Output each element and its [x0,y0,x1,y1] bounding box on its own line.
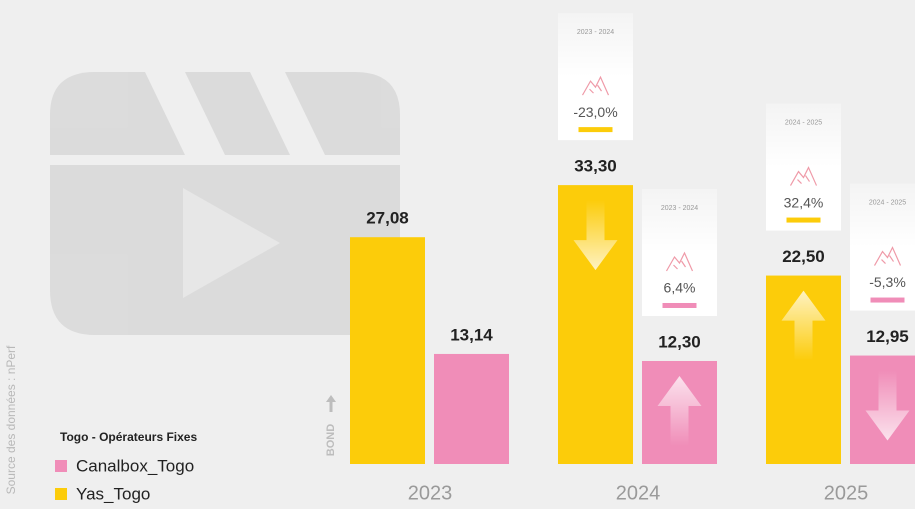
source-note: Source des données : nPerf [4,345,18,494]
change-underline [662,302,697,308]
change-period: 2023 - 2024 [577,29,614,36]
change-period: 2024 - 2025 [785,119,822,126]
video-placeholder [50,72,400,335]
value-label: 13,14 [450,325,493,344]
change-underline [870,297,905,303]
change-box: 2024 - 2025 32,4% [766,103,841,231]
change-underline [578,127,613,133]
change-period: 2023 - 2024 [661,205,698,212]
legend-swatch [55,488,67,500]
change-box-bg [642,188,717,316]
legend-label: Yas_Togo [76,484,150,503]
trend-arrow [781,290,826,361]
change-value: 6,4% [664,280,696,296]
value-label: 27,08 [366,209,409,228]
change-value: -23,0% [573,104,617,120]
bar [434,353,509,464]
change-box-bg [766,103,841,231]
axis-arrow [326,395,336,412]
change-value: -5,3% [869,274,906,290]
change-box: 2023 - 2024 6,4% [642,188,717,316]
x-tick-label: 2024 [616,482,661,504]
x-tick-label: 2023 [408,482,453,504]
trend-arrow [657,375,702,446]
change-box-bg [850,183,915,311]
axis-label: BOND [325,424,337,456]
bar [350,237,425,464]
value-label: 33,30 [574,157,617,176]
mountain-icon [873,246,902,266]
value-label: 12,95 [866,327,909,346]
change-box: 2024 - 2025 -5,3% [850,183,915,311]
change-box-bg [558,13,633,141]
mountain-icon [789,166,818,186]
change-period: 2024 - 2025 [869,199,906,206]
change-box: 2023 - 2024 -23,0% [558,13,633,141]
mountain-icon [581,75,610,96]
trend-arrow [573,200,618,271]
value-label: 12,30 [658,332,701,351]
change-value: 32,4% [784,194,824,210]
legend-label: Canalbox_Togo [76,456,194,475]
legend-swatch [55,460,67,472]
trend-arrow [865,370,910,441]
change-underline [786,217,821,223]
x-tick-label: 2025 [824,482,869,504]
value-label: 22,50 [782,247,825,266]
mountain-icon [665,251,694,272]
legend-title: Togo - Opérateurs Fixes [60,430,197,444]
